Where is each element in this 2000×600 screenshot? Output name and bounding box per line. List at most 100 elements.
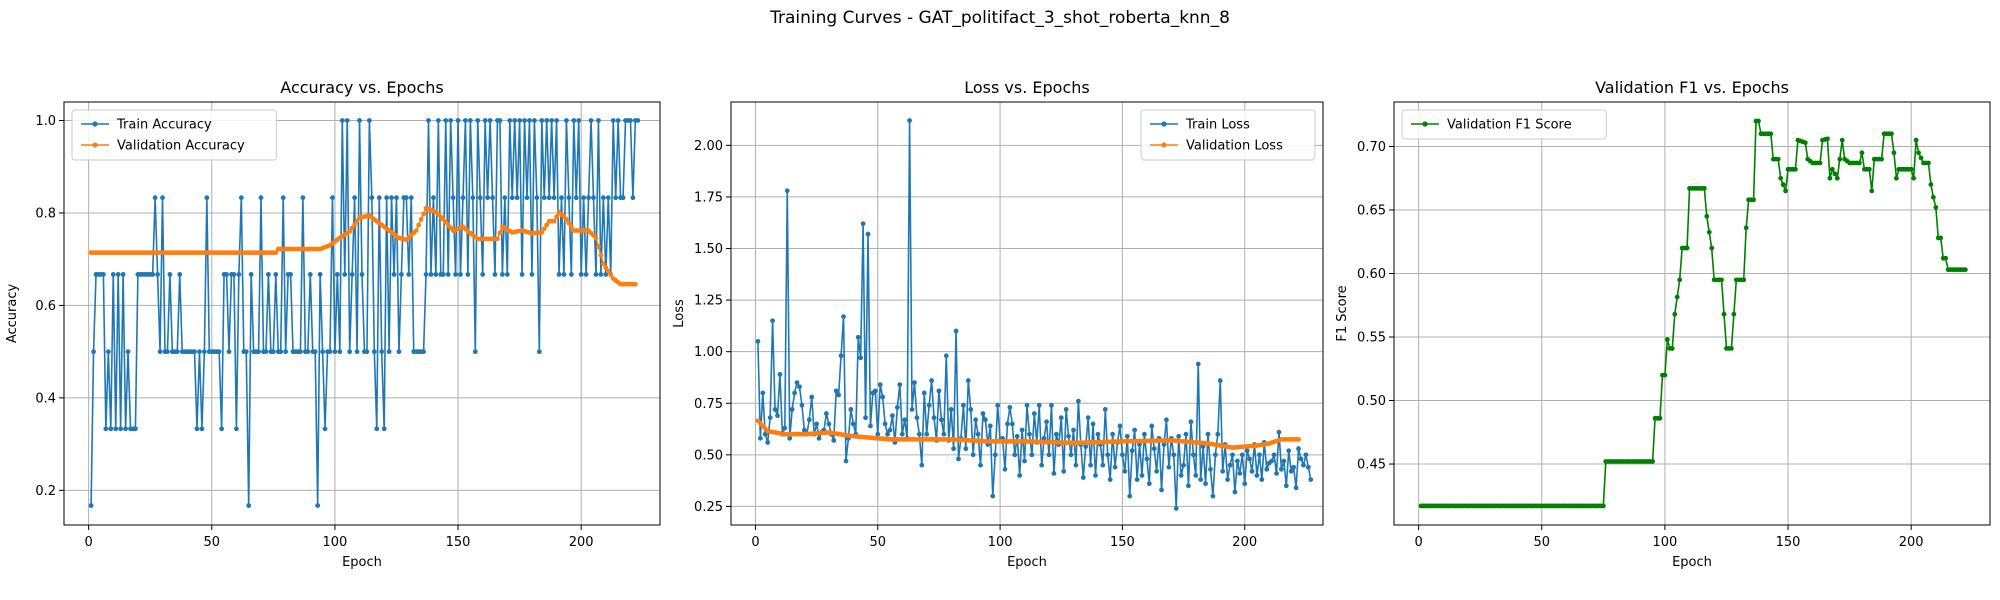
y-tick-label: 0.2 (35, 484, 56, 499)
data-point (433, 272, 439, 277)
data-point (354, 218, 360, 224)
data-point (782, 425, 788, 431)
data-point (1296, 446, 1301, 452)
figure-title: Training Curves - GAT_politifact_3_shot_… (770, 8, 1230, 28)
data-point (374, 426, 380, 432)
data-point (583, 272, 589, 277)
data-point (258, 195, 264, 201)
data-point (280, 195, 286, 201)
series-line (90, 119, 638, 507)
data-point (307, 272, 313, 277)
series-1 (755, 118, 1314, 511)
data-point (1017, 473, 1023, 478)
data-point (929, 378, 934, 383)
data-point (465, 272, 471, 277)
subplot-title: Loss vs. Epochs (964, 78, 1089, 97)
data-point (797, 384, 802, 390)
data-point (1891, 150, 1897, 156)
data-point (201, 349, 207, 355)
data-point (1817, 160, 1823, 166)
data-point (1701, 185, 1707, 191)
data-point (248, 272, 254, 277)
data-point (799, 402, 805, 408)
data-point (770, 318, 775, 324)
data-point (512, 118, 518, 123)
data-point (990, 493, 996, 499)
data-point (366, 118, 372, 123)
data-point (529, 272, 535, 277)
data-point (1019, 427, 1025, 433)
data-point (792, 390, 797, 396)
data-point (1264, 466, 1270, 472)
data-point (615, 118, 621, 123)
data-point (1930, 194, 1936, 200)
data-point (1146, 481, 1152, 487)
data-point (931, 415, 937, 421)
legend: Train Loss Validation Loss (1140, 109, 1316, 161)
x-tick-label: 150 (1110, 535, 1135, 550)
data-point (907, 118, 912, 123)
data-point (1166, 464, 1172, 470)
data-point (1066, 433, 1071, 439)
data-point (470, 195, 476, 201)
data-point (1913, 137, 1919, 143)
data-point (596, 118, 601, 123)
legend-entry: Validation Accuracy (117, 139, 245, 154)
data-point (123, 426, 128, 432)
data-point (1254, 473, 1260, 478)
data-point (787, 435, 793, 441)
data-point (1706, 229, 1712, 235)
data-point (591, 195, 596, 201)
data-point (352, 195, 358, 201)
data-point (1120, 452, 1125, 458)
data-point (133, 426, 138, 432)
data-point (455, 118, 461, 123)
data-point (517, 118, 523, 123)
data-point (339, 118, 345, 123)
data-point (551, 218, 557, 224)
subplot-title: Validation F1 vs. Epochs (1595, 78, 1789, 97)
y-tick-label: 0.75 (694, 397, 723, 412)
data-point (1173, 506, 1179, 511)
data-point (1276, 429, 1282, 435)
data-point (544, 222, 550, 228)
data-point (1171, 452, 1177, 458)
data-point (1731, 311, 1737, 317)
data-point (376, 195, 382, 201)
subplot-title: Accuracy vs. Epochs (280, 78, 443, 97)
data-point (305, 349, 311, 355)
data-point (1212, 452, 1218, 458)
y-tick-label: 0.45 (1357, 458, 1386, 473)
x-tick-label: 150 (1776, 535, 1801, 550)
data-point (789, 407, 795, 412)
data-point (877, 382, 883, 388)
data-point (524, 195, 530, 201)
data-point (1159, 487, 1164, 493)
data-point (118, 426, 124, 432)
data-point (887, 427, 893, 433)
data-point (431, 195, 436, 201)
data-point (1124, 433, 1130, 439)
data-point (1210, 493, 1216, 499)
data-point (278, 349, 284, 355)
data-point (155, 272, 160, 277)
data-point (909, 407, 915, 412)
data-point (125, 349, 131, 355)
data-point (784, 188, 790, 194)
y-axis-label: F1 Score (1335, 285, 1350, 341)
data-point (1022, 458, 1027, 464)
data-point (480, 272, 486, 277)
data-point (1088, 462, 1093, 468)
y-tick-label: 0.65 (1357, 203, 1386, 218)
y-axis-label: Accuracy (5, 284, 20, 344)
data-point (177, 272, 183, 277)
data-point (1144, 456, 1150, 462)
data-point (381, 426, 387, 432)
data-point (576, 118, 582, 123)
data-point (482, 118, 488, 123)
data-point (495, 236, 500, 242)
data-point (527, 118, 532, 123)
data-point (600, 261, 606, 267)
data-point (467, 118, 473, 123)
data-point (1071, 427, 1076, 433)
